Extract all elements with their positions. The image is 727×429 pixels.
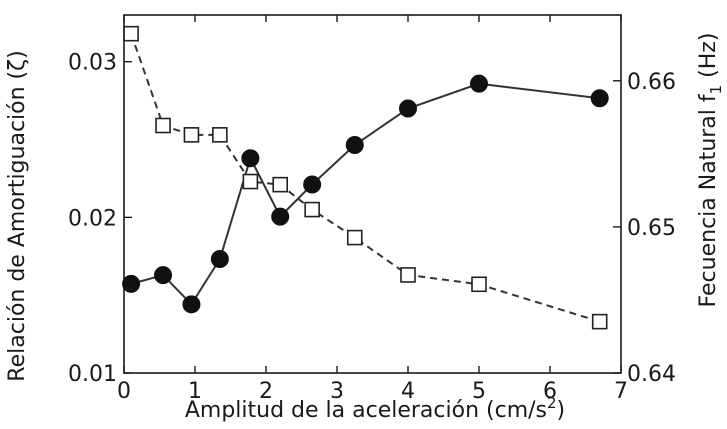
right-y-axis-label-post: (Hz) [696,33,721,85]
x-tick-label: 4 [401,379,415,404]
series-0-point [590,89,609,108]
series-0-point [241,149,260,168]
plot-border [123,14,622,374]
left-y-tick-label: 0.01 [68,362,117,387]
series-0-point [154,266,173,285]
right-y-axis-label-pre: Fecuencia Natural f [696,93,721,307]
right-y-tick-label: 0.64 [627,362,676,387]
x-tick-label: 6 [543,379,557,404]
x-tick-label: 3 [330,379,344,404]
plot-frame [123,14,622,374]
series-0-point [345,136,364,155]
series-0-point [182,295,201,314]
series-1-point [183,127,200,143]
left-y-tick-label: 0.02 [68,206,117,231]
series-1-point [212,127,228,143]
series-1-point [242,173,259,190]
series-1-point [155,117,171,134]
series-0-point [210,250,229,269]
left-y-axis-ticks: 0.01 0.02 0.03 [68,51,132,387]
right-y-axis-ticks: 0.64 0.65 0.66 [613,70,676,387]
series-0-point [399,99,417,118]
right-y-tick-label: 0.65 [627,216,676,241]
x-axis-ticks: 0 1 2 3 4 5 6 7 [117,15,628,404]
series-1-point [471,276,487,293]
series-1-point [272,176,289,193]
series-1-point [400,267,416,283]
series-1-point [346,229,363,246]
series-1-line [130,33,600,323]
x-axis-label-superscript: 2 [547,394,557,412]
series-1-point [591,313,608,330]
left-y-tick-label: 0.03 [68,51,117,76]
right-y-axis-label: Fecuencia Natural f1 (Hz) [696,33,725,308]
x-tick-label: 1 [188,379,202,404]
x-tick-label: 0 [117,379,131,404]
x-axis-label: Amplitud de la aceleración (cm/s2) [185,394,565,423]
series-lines [130,33,600,323]
right-y-axis-label-subscript: 1 [707,85,725,95]
series-0-point [122,274,141,293]
series-markers [122,25,609,330]
right-y-tick-label: 0.66 [627,70,676,95]
series-0-line [130,82,600,306]
x-tick-label: 2 [259,379,273,404]
series-0-point [271,207,290,226]
series-0-point [470,74,488,93]
left-y-axis-label: Relación de Amortiguación (ζ) [5,50,30,381]
x-tick-label: 7 [614,379,628,404]
x-axis-label-close: ) [557,398,566,423]
x-tick-label: 5 [472,379,486,404]
x-axis-label-main: Amplitud de la aceleración (cm/s [185,398,547,423]
series-1-point [304,201,320,218]
series-1-point [123,25,139,42]
series-0-point [303,175,322,194]
